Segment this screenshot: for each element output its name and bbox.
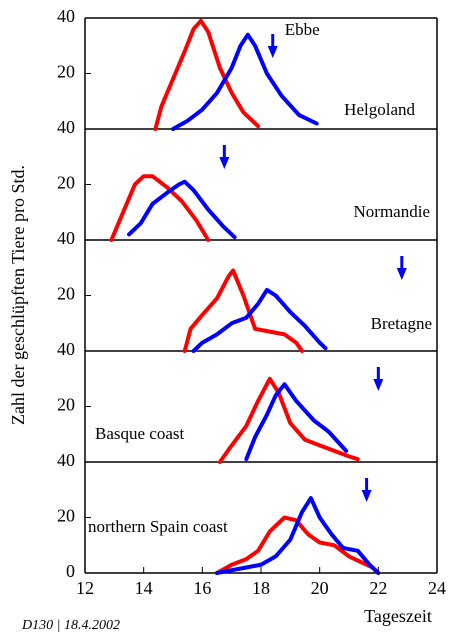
low-tide-arrow xyxy=(396,256,407,280)
footer: D130 | 18.4.2002 xyxy=(21,618,120,633)
x-tick-label: 18 xyxy=(252,578,270,598)
series-line xyxy=(215,496,381,575)
low-tide-arrow xyxy=(267,34,278,58)
panel-label: Helgoland xyxy=(344,100,415,119)
arrow-head xyxy=(373,379,384,391)
panel-label: northern Spain coast xyxy=(88,517,228,536)
arrow-head xyxy=(361,490,372,502)
series-line xyxy=(244,382,349,462)
y-tick-label: 40 xyxy=(57,228,75,248)
low-tide-arrow xyxy=(373,367,384,391)
panel-label: Basque coast xyxy=(95,424,185,443)
annotation: Ebbe xyxy=(285,20,320,39)
arrow-head xyxy=(219,157,230,169)
x-tick-label: 22 xyxy=(369,578,387,598)
series-line xyxy=(171,32,319,131)
series-line xyxy=(215,515,381,575)
y-tick-label: 20 xyxy=(57,284,75,304)
series-line xyxy=(191,287,328,353)
x-axis-label: Tageszeit xyxy=(364,606,432,626)
panel-label: Normandie xyxy=(354,202,430,221)
y-tick-label: 20 xyxy=(57,506,75,526)
low-tide-arrow xyxy=(361,478,372,502)
y-tick-label: 20 xyxy=(57,173,75,193)
y-tick-label: 40 xyxy=(57,117,75,137)
y-tick-label: 40 xyxy=(57,450,75,470)
arrow-head xyxy=(267,46,278,58)
y-tick-label: 40 xyxy=(57,339,75,359)
series-line xyxy=(109,174,211,242)
y-tick-label: 0 xyxy=(66,561,75,581)
x-tick-label: 24 xyxy=(428,578,446,598)
series-line xyxy=(153,18,261,131)
x-tick-label: 20 xyxy=(311,578,329,598)
arrow-head xyxy=(396,268,407,280)
series-line xyxy=(217,376,360,464)
series-line xyxy=(127,179,237,240)
y-tick-label: 20 xyxy=(57,395,75,415)
y-axis-label: Zahl der geschlüpften Tiere pro Std. xyxy=(8,165,28,425)
panel-label: Bretagne xyxy=(371,314,432,333)
y-tick-label: 40 xyxy=(57,6,75,26)
x-tick-label: 14 xyxy=(135,578,153,598)
low-tide-arrow xyxy=(219,145,230,169)
x-tick-label: 12 xyxy=(76,578,94,598)
y-tick-label: 20 xyxy=(57,62,75,82)
x-tick-label: 16 xyxy=(193,578,211,598)
series-line xyxy=(182,268,305,353)
